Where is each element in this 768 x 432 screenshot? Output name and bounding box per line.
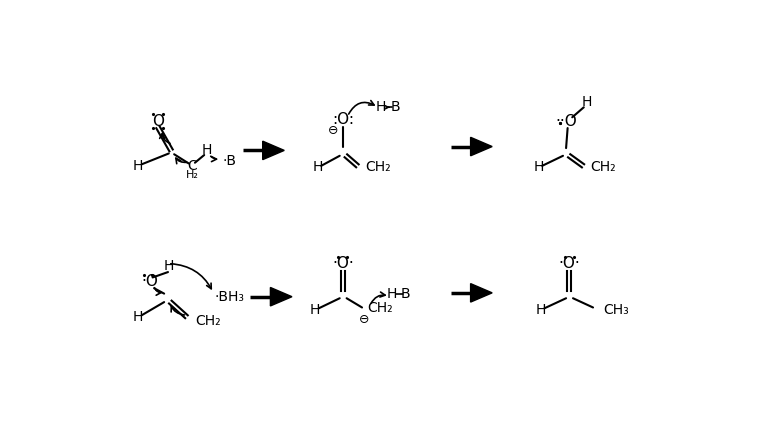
FancyArrowPatch shape xyxy=(176,158,187,164)
Text: H: H xyxy=(310,303,320,317)
Polygon shape xyxy=(263,141,284,160)
FancyArrowPatch shape xyxy=(154,288,161,295)
Text: O: O xyxy=(152,114,164,129)
FancyArrowPatch shape xyxy=(160,133,170,143)
Text: CH₃: CH₃ xyxy=(603,303,629,317)
Polygon shape xyxy=(270,287,292,306)
Text: H: H xyxy=(164,259,174,273)
FancyArrowPatch shape xyxy=(210,156,217,162)
Polygon shape xyxy=(471,284,492,302)
FancyArrowPatch shape xyxy=(386,105,389,109)
Text: CH₂: CH₂ xyxy=(591,160,617,175)
Text: H: H xyxy=(133,159,143,173)
Text: H: H xyxy=(533,160,544,175)
FancyArrowPatch shape xyxy=(170,264,211,289)
Text: ·O·: ·O· xyxy=(558,256,580,271)
Text: H: H xyxy=(202,143,213,157)
Text: CH₂: CH₂ xyxy=(367,301,393,315)
FancyArrowPatch shape xyxy=(349,101,374,114)
Text: C: C xyxy=(187,159,197,173)
Text: H: H xyxy=(535,303,546,317)
Polygon shape xyxy=(471,137,492,156)
Text: ··O: ··O xyxy=(555,114,577,129)
Text: ⊖: ⊖ xyxy=(328,124,339,137)
FancyArrowPatch shape xyxy=(371,292,386,303)
Text: H: H xyxy=(387,287,397,302)
Text: CH₂: CH₂ xyxy=(195,314,220,328)
Text: H: H xyxy=(376,100,386,114)
Text: ·BH₃: ·BH₃ xyxy=(215,290,245,304)
Text: H: H xyxy=(312,160,323,175)
Text: CH₂: CH₂ xyxy=(365,160,391,175)
Text: B: B xyxy=(390,100,400,114)
Text: ⊖: ⊖ xyxy=(359,312,369,326)
Text: ·O·: ·O· xyxy=(332,256,353,271)
Text: B: B xyxy=(401,287,411,302)
Text: ·O: ·O xyxy=(142,274,159,289)
Text: H: H xyxy=(581,95,592,109)
Text: H₂: H₂ xyxy=(185,170,198,180)
Text: ·B: ·B xyxy=(223,154,237,168)
Text: :O:: :O: xyxy=(332,112,354,127)
FancyArrowPatch shape xyxy=(171,306,184,315)
Text: H: H xyxy=(133,311,143,324)
